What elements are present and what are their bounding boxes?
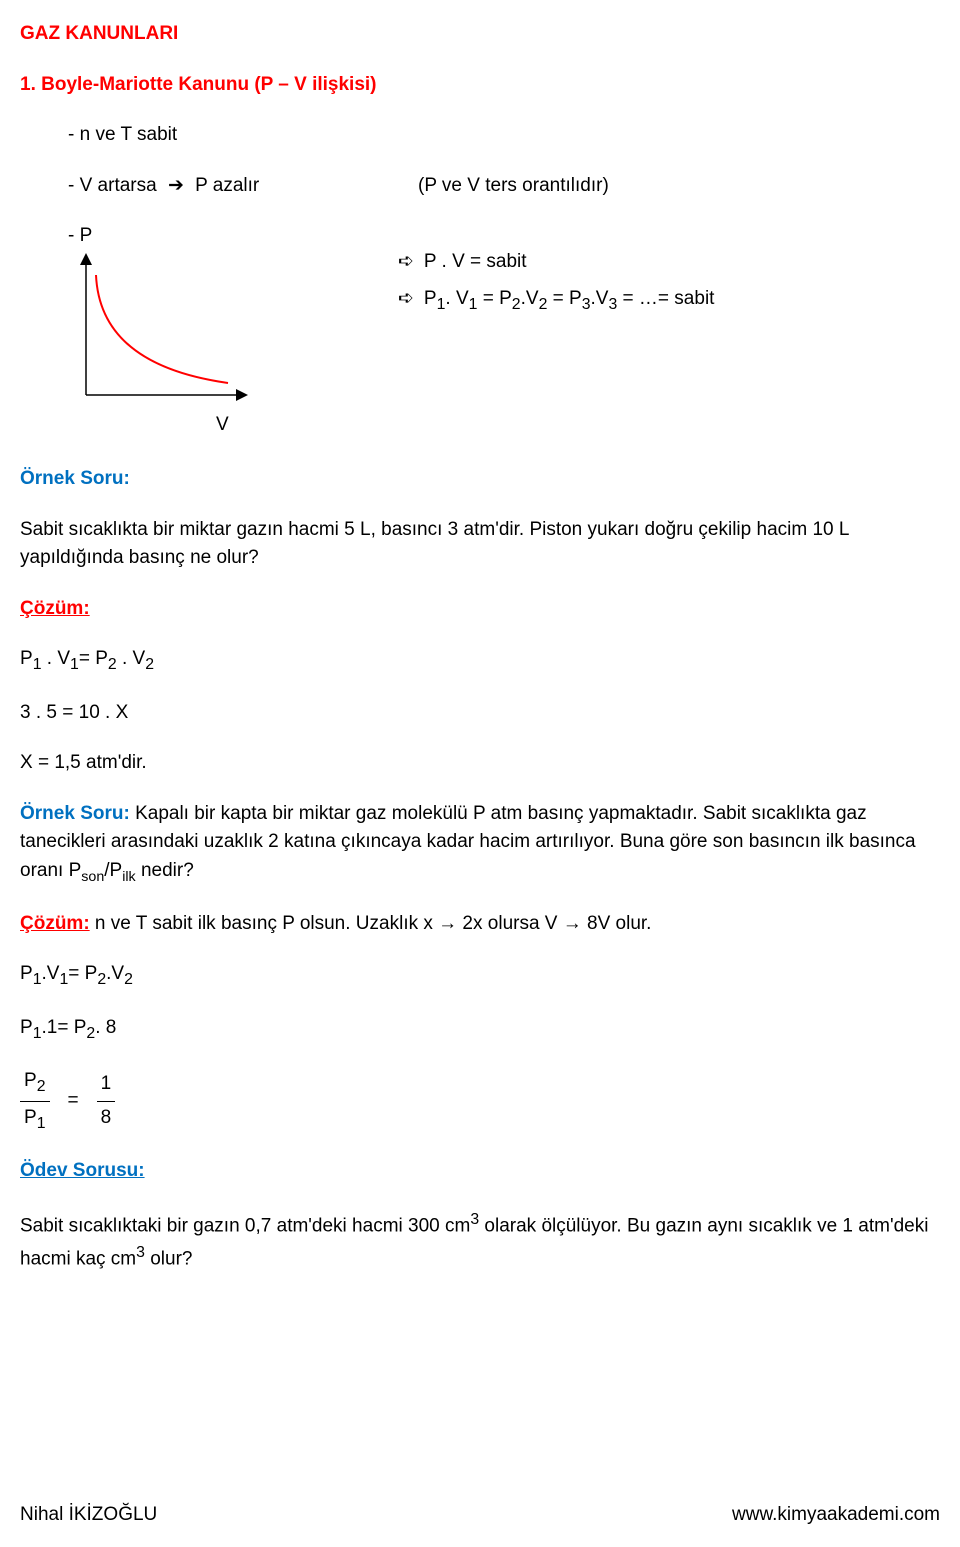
cozum2-block: Çözüm: n ve T sabit ilk basınç P olsun. … xyxy=(20,910,940,939)
odev-text: Sabit sıcaklıktaki bir gazın 0,7 atm'dek… xyxy=(20,1208,940,1274)
frac-right: 1 8 xyxy=(97,1070,116,1132)
odev-heading: Ödev Sorusu: xyxy=(20,1157,940,1186)
cozum2-text: n ve T sabit ilk basınç P olsun. Uzaklık… xyxy=(90,913,652,934)
ornek2-block: Örnek Soru: Kapalı bir kapta bir miktar … xyxy=(20,800,940,888)
formula-2: P1. V1 = P2.V2 = P3.V3 = …= sabit xyxy=(398,285,714,317)
footer-author: Nihal İKİZOĞLU xyxy=(20,1501,157,1530)
cond2-note: (P ve V ters orantılıdır) xyxy=(418,172,609,201)
cond2-right: P azalır xyxy=(190,175,259,196)
ornek1-heading: Örnek Soru: xyxy=(20,465,940,494)
formula-1: P . V = sabit xyxy=(398,248,714,277)
eq2-line2: P1.1= P2. 8 xyxy=(20,1014,940,1046)
page-footer: Nihal İKİZOĞLU www.kimyaakademi.com xyxy=(20,1501,940,1530)
ornek2-tail: nedir? xyxy=(136,860,194,881)
pv-graph xyxy=(68,255,248,405)
condition-2-row: - V artarsa P azalır (P ve V ters orantı… xyxy=(68,172,940,201)
right-arrow-icon xyxy=(162,175,190,196)
cozum1-line1: P1 . V1= P2 . V2 xyxy=(20,645,940,677)
ornek2-sub-son: son xyxy=(81,868,104,884)
eq2-line1: P1.V1= P2.V2 xyxy=(20,960,940,992)
footer-url: www.kimyaakademi.com xyxy=(732,1501,940,1530)
condition-3: - P xyxy=(68,222,398,251)
main-heading: GAZ KANUNLARI xyxy=(20,20,940,49)
equals-sign: = xyxy=(68,1087,79,1116)
eq2-fraction-row: P2 P1 = 1 8 xyxy=(20,1067,940,1135)
frac-left: P2 P1 xyxy=(20,1067,50,1135)
cond2-left: - V artarsa xyxy=(68,175,162,196)
cozum1-heading: Çözüm: xyxy=(20,595,940,624)
cozum1-line3: X = 1,5 atm'dir. xyxy=(20,749,940,778)
sub-heading: 1. Boyle-Mariotte Kanunu (P – V ilişkisi… xyxy=(20,71,940,100)
ornek1-text: Sabit sıcaklıkta bir miktar gazın hacmi … xyxy=(20,516,940,573)
cozum1-line2: 3 . 5 = 10 . X xyxy=(20,699,940,728)
condition-1: - n ve T sabit xyxy=(68,121,940,150)
cozum2-heading: Çözüm: xyxy=(20,913,90,934)
ornek2-heading: Örnek Soru: xyxy=(20,803,130,824)
ornek2-sub-ilk: ilk xyxy=(122,868,135,884)
